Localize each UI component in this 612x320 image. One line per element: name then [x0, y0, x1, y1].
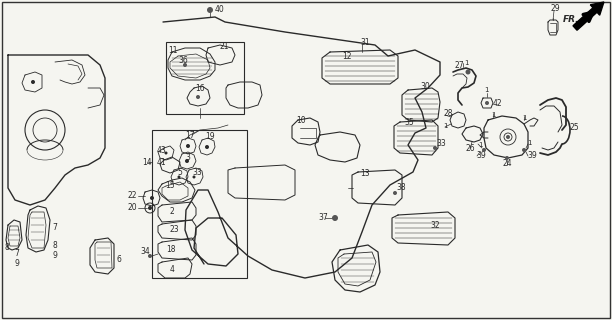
Circle shape [522, 148, 526, 152]
Circle shape [482, 148, 486, 152]
Circle shape [466, 69, 471, 75]
Circle shape [196, 95, 200, 99]
Circle shape [332, 215, 338, 221]
Text: 42: 42 [493, 99, 502, 108]
Circle shape [506, 135, 510, 139]
Text: 7: 7 [52, 223, 57, 233]
Text: 29: 29 [551, 4, 561, 12]
Text: 35: 35 [404, 117, 414, 126]
Text: 20: 20 [127, 204, 136, 212]
Text: 1: 1 [491, 112, 496, 118]
Circle shape [185, 159, 189, 163]
Text: 26: 26 [466, 143, 476, 153]
FancyArrow shape [573, 2, 604, 30]
Text: 15: 15 [165, 180, 174, 189]
Text: 4: 4 [170, 266, 175, 275]
Text: 32: 32 [430, 220, 439, 229]
Text: 17: 17 [185, 131, 195, 140]
Text: 1: 1 [478, 142, 482, 148]
Text: 8: 8 [4, 244, 9, 252]
Text: 19: 19 [205, 132, 215, 140]
Text: 27: 27 [455, 60, 465, 69]
Text: 7: 7 [14, 249, 19, 258]
Text: 28: 28 [444, 108, 453, 117]
Text: 1: 1 [522, 115, 526, 121]
Text: 9: 9 [52, 251, 57, 260]
Text: 9: 9 [14, 259, 19, 268]
Text: 18: 18 [166, 245, 176, 254]
Text: 23: 23 [170, 226, 180, 235]
Text: 31: 31 [360, 37, 370, 46]
Circle shape [393, 191, 397, 195]
Text: 21: 21 [220, 42, 230, 51]
Circle shape [177, 175, 181, 179]
Circle shape [183, 63, 187, 67]
Text: 14: 14 [142, 157, 152, 166]
Text: 37: 37 [318, 213, 328, 222]
Circle shape [207, 7, 213, 13]
Text: 25: 25 [570, 123, 580, 132]
Text: 43: 43 [157, 146, 166, 155]
Circle shape [505, 156, 509, 160]
Bar [152, 130, 247, 278]
Circle shape [150, 196, 154, 200]
Text: 5: 5 [177, 167, 182, 177]
Text: 3: 3 [185, 153, 190, 162]
Text: 13: 13 [360, 169, 370, 178]
Text: 39: 39 [527, 150, 537, 159]
Text: 1: 1 [527, 140, 531, 146]
Text: 38: 38 [396, 182, 406, 191]
Circle shape [193, 175, 195, 179]
Circle shape [186, 144, 190, 148]
Circle shape [148, 206, 152, 210]
Text: 39: 39 [476, 150, 486, 159]
Circle shape [148, 254, 152, 258]
Text: 33: 33 [436, 139, 446, 148]
Text: 8: 8 [52, 241, 57, 250]
Text: 1: 1 [443, 123, 447, 129]
Text: 16: 16 [195, 84, 204, 92]
Text: 34: 34 [140, 247, 150, 257]
Text: 24: 24 [503, 158, 513, 167]
Text: 12: 12 [342, 52, 351, 60]
Circle shape [205, 145, 209, 149]
Text: 10: 10 [296, 116, 305, 124]
Text: 6: 6 [116, 255, 121, 265]
Circle shape [485, 101, 489, 105]
Text: 1: 1 [464, 60, 469, 66]
Text: 11: 11 [168, 45, 177, 54]
Text: 1: 1 [484, 87, 488, 93]
Text: 36: 36 [178, 55, 188, 65]
Text: 40: 40 [215, 4, 225, 13]
Text: 30: 30 [420, 82, 430, 91]
Circle shape [433, 146, 437, 150]
Bar [166, 42, 244, 114]
Text: 22: 22 [127, 191, 136, 201]
Text: 2: 2 [170, 207, 175, 217]
Text: 41: 41 [157, 157, 166, 166]
Text: FR.: FR. [563, 14, 580, 23]
Circle shape [165, 151, 168, 155]
Text: 33: 33 [192, 167, 202, 177]
Circle shape [31, 80, 35, 84]
